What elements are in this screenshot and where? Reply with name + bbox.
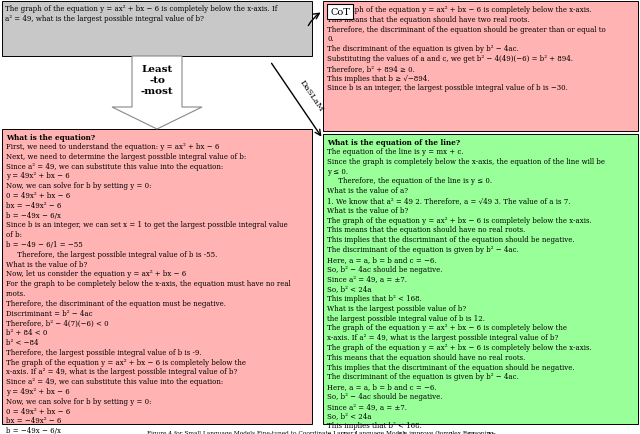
Text: The graph of the equation y = ax² + bx − 6 is completely below the x-axis. If
a²: The graph of the equation y = ax² + bx −… [5, 5, 277, 23]
Text: The equation of the line is y = mx + c.
Since the graph is completely below the : The equation of the line is y = mx + c. … [327, 148, 605, 434]
FancyBboxPatch shape [323, 2, 638, 132]
Text: What is the equation of the line?: What is the equation of the line? [327, 139, 460, 147]
Text: CoT: CoT [330, 8, 350, 17]
Polygon shape [112, 57, 202, 130]
FancyBboxPatch shape [2, 130, 312, 424]
FancyBboxPatch shape [323, 135, 638, 424]
Text: Least
-to
-most: Least -to -most [141, 65, 173, 96]
Text: Figure 4 for Small Language Models Fine-tuned to Coordinate Larger Language Mode: Figure 4 for Small Language Models Fine-… [147, 430, 493, 434]
FancyBboxPatch shape [2, 2, 312, 57]
Text: First, we need to understand the equation: y = ax² + bx − 6
Next, we need to det: First, we need to understand the equatio… [6, 143, 291, 434]
Text: DaSLaM: DaSLaM [298, 79, 325, 113]
Text: The graph of the equation y = ax² + bx − 6 is completely below the x-axis.
This : The graph of the equation y = ax² + bx −… [327, 6, 605, 92]
Text: What is the equation?: What is the equation? [6, 134, 95, 141]
